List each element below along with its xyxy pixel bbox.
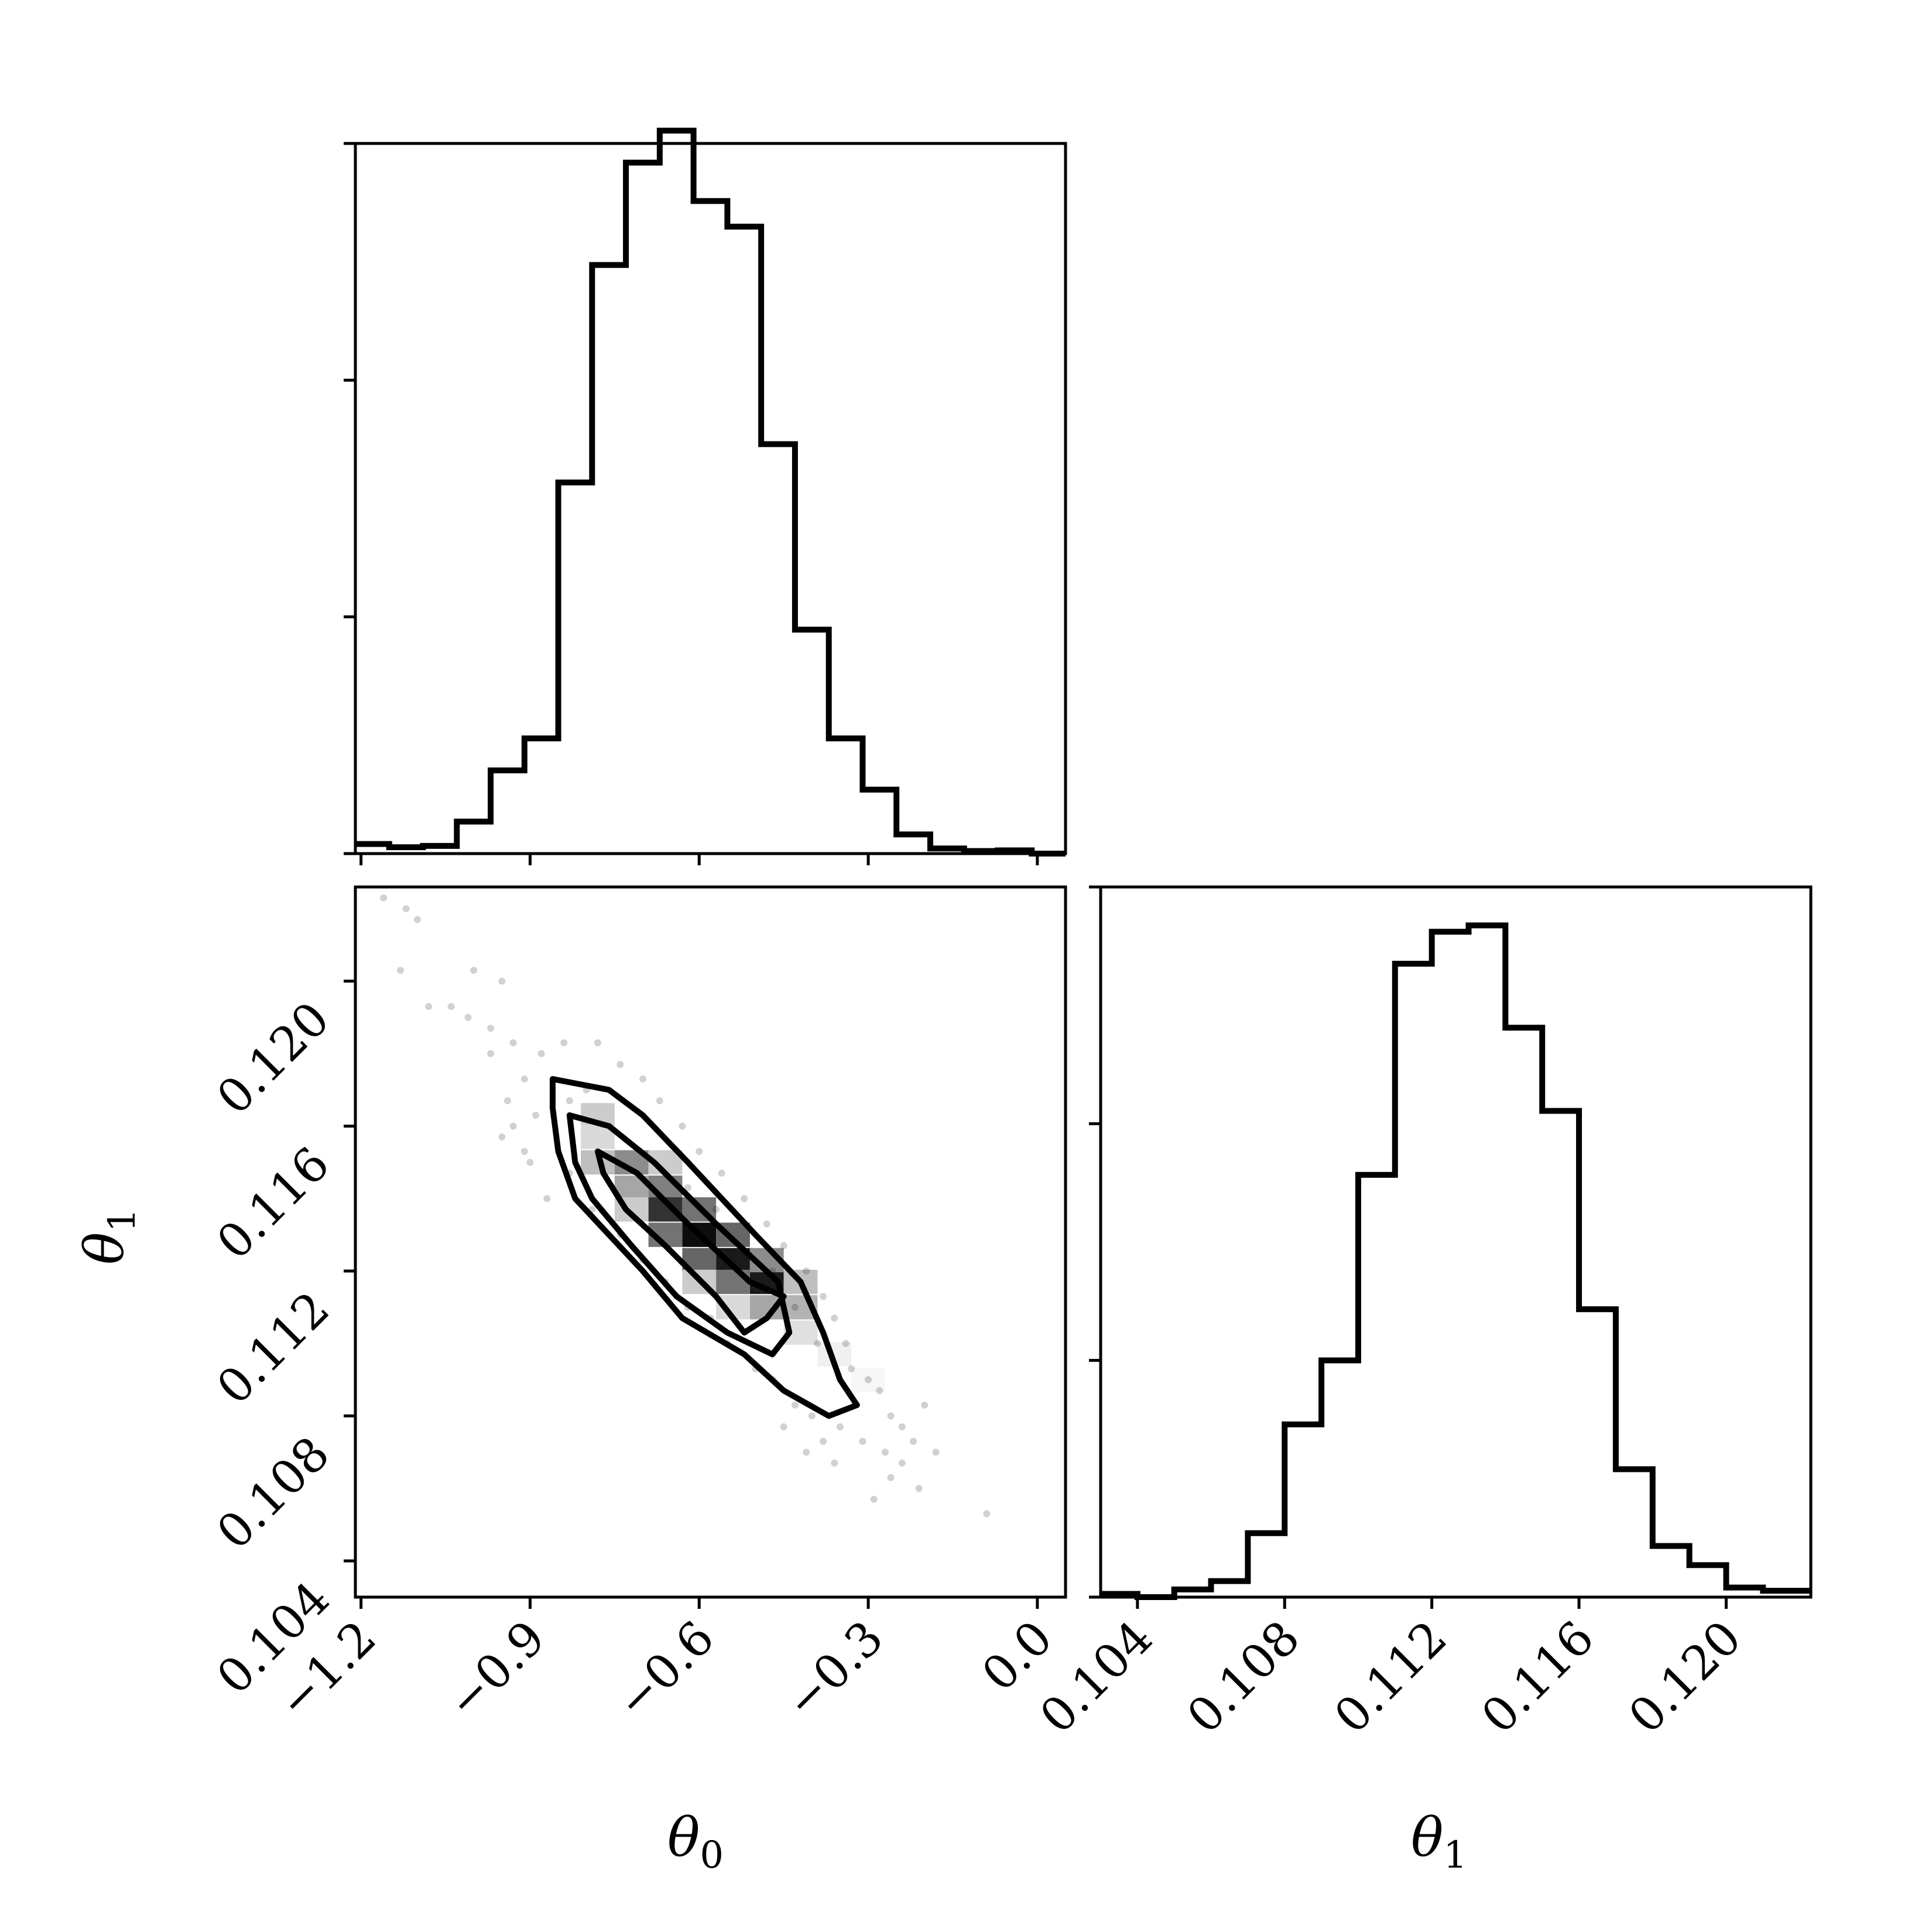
- sample-point-39: [887, 1412, 895, 1420]
- sample-point-28: [718, 1169, 725, 1177]
- sample-point-4: [425, 1003, 433, 1010]
- sample-point-46: [808, 1412, 816, 1420]
- sample-point-38: [876, 1387, 883, 1395]
- sample-point-70: [684, 1184, 691, 1191]
- y-axis-label-theta1: θ1: [73, 1208, 144, 1265]
- sample-point-10: [509, 1039, 517, 1047]
- sample-point-7: [498, 977, 506, 985]
- sample-point-18: [520, 1147, 528, 1155]
- sample-point-2: [413, 916, 421, 923]
- sample-point-1: [402, 905, 410, 913]
- sample-point-73: [791, 1303, 799, 1311]
- sample-point-27: [696, 1147, 703, 1155]
- sample-point-15: [532, 1111, 540, 1119]
- sample-point-17: [566, 1097, 573, 1105]
- contour-level-2: [594, 1148, 787, 1336]
- theta1-hist-xtick-label-4: 0.120: [1618, 1611, 1752, 1744]
- sample-point-60: [887, 1474, 895, 1481]
- theta1-histogram-frame: [1099, 885, 1813, 1599]
- theta0-xtick-label-3: −0.3: [775, 1611, 893, 1729]
- sample-point-36: [848, 1365, 855, 1373]
- sample-point-29: [741, 1195, 748, 1203]
- sample-point-62: [983, 1510, 991, 1517]
- contour-level-1: [566, 1112, 793, 1358]
- theta1-histogram-panel: 0.104 0.108 0.112 0.116 0.120: [1030, 885, 1813, 1744]
- joint-density-frame: [354, 885, 1067, 1599]
- theta1-histogram-step: [1101, 922, 1811, 1600]
- sample-point-3: [397, 967, 405, 974]
- sample-point-0: [380, 894, 388, 902]
- x-axis-label-theta0: θ0: [667, 1806, 724, 1877]
- theta0-xtick-label-2: −0.6: [606, 1611, 725, 1729]
- sample-point-26: [679, 1122, 686, 1130]
- theta0-histogram-frame: [354, 142, 1067, 855]
- sample-point-14: [537, 1050, 545, 1057]
- sample-point-20: [526, 1159, 534, 1166]
- sample-point-32: [803, 1268, 810, 1275]
- sample-point-67: [780, 1423, 787, 1431]
- sample-point-71: [712, 1205, 720, 1213]
- sample-point-11: [487, 1050, 495, 1057]
- sample-point-12: [520, 1075, 528, 1083]
- sample-point-19: [509, 1122, 517, 1130]
- sample-point-16: [560, 1039, 568, 1047]
- sample-point-45: [820, 1437, 827, 1445]
- sample-point-6: [470, 967, 478, 974]
- sample-point-64: [921, 1401, 929, 1409]
- sample-point-41: [910, 1437, 917, 1445]
- x-axis-label-theta1: θ1: [1411, 1806, 1467, 1877]
- theta1-ytick-label-4: 0.120: [207, 992, 340, 1125]
- sample-point-25: [656, 1097, 663, 1105]
- theta0-histogram-panel: [344, 128, 1067, 865]
- sample-point-59: [915, 1485, 923, 1492]
- sample-point-33: [820, 1293, 827, 1300]
- sample-point-34: [831, 1314, 838, 1322]
- theta0-histogram-step: [355, 128, 1066, 857]
- theta1-ytick-label-2: 0.112: [207, 1282, 340, 1415]
- sample-point-40: [898, 1423, 906, 1431]
- sample-point-43: [859, 1437, 866, 1445]
- sample-point-58: [898, 1460, 906, 1467]
- sample-point-63: [932, 1448, 940, 1456]
- sample-point-74: [814, 1340, 821, 1347]
- sample-point-8: [464, 1013, 472, 1021]
- sample-point-37: [865, 1376, 872, 1383]
- contour-level-0: [549, 1076, 860, 1419]
- sample-point-61: [870, 1495, 878, 1503]
- theta1-ytick-label-1: 0.108: [207, 1426, 340, 1560]
- sample-point-13: [503, 1097, 511, 1105]
- sample-point-65: [803, 1448, 810, 1456]
- sample-point-35: [842, 1340, 849, 1347]
- theta1-hist-xtick-label-0: 0.104: [1030, 1611, 1163, 1744]
- theta0-xtick-label-1: −0.9: [437, 1611, 556, 1729]
- sample-point-44: [836, 1423, 844, 1431]
- sample-point-24: [639, 1075, 646, 1083]
- sample-point-23: [616, 1061, 624, 1068]
- sample-point-66: [831, 1460, 838, 1467]
- joint-density-panel: −1.2 −0.9 −0.6 −0.3 0.00.1040.1080.1120.1160…: [207, 885, 1067, 1729]
- sample-point-9: [487, 1025, 495, 1032]
- sample-point-22: [543, 1195, 551, 1203]
- sample-point-31: [780, 1242, 787, 1249]
- theta1-hist-xtick-label-1: 0.108: [1177, 1611, 1310, 1744]
- theta1-hist-xtick-label-2: 0.112: [1324, 1611, 1457, 1744]
- sample-point-21: [498, 1133, 506, 1141]
- theta1-ytick-label-3: 0.116: [207, 1136, 340, 1270]
- sample-point-42: [881, 1448, 889, 1456]
- theta1-hist-xtick-label-3: 0.116: [1471, 1611, 1605, 1744]
- sample-point-5: [447, 1003, 455, 1010]
- sample-point-30: [763, 1220, 770, 1228]
- sample-point-69: [594, 1039, 601, 1047]
- density-cell-20: [851, 1367, 885, 1392]
- sample-point-47: [791, 1401, 799, 1409]
